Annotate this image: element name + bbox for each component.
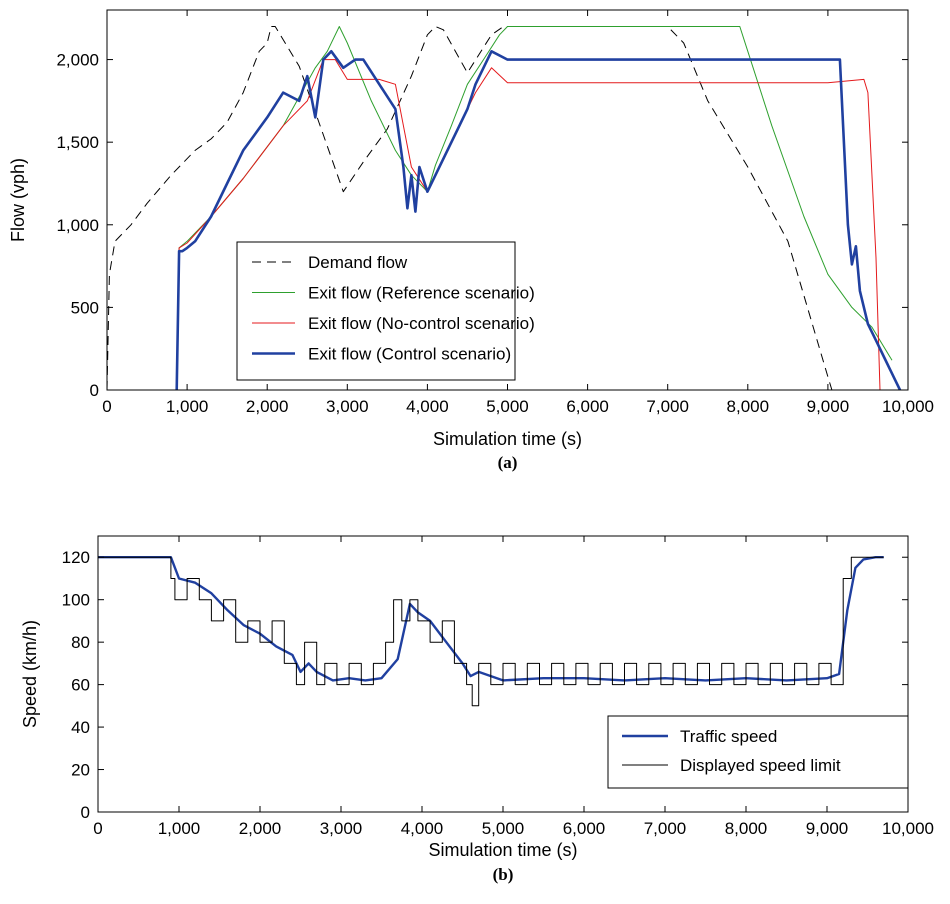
y-tick-label: 80	[71, 633, 90, 652]
x-tick-label: 3,000	[326, 397, 369, 416]
legend-entry-label: Displayed speed limit	[680, 756, 841, 775]
y-tick-label: 2,000	[56, 51, 99, 70]
x-tick-label: 8,000	[727, 397, 770, 416]
y-tick-label: 120	[62, 548, 90, 567]
series-line-a-1	[176, 26, 893, 390]
panel-caption: (b)	[493, 865, 514, 884]
x-tick-label: 9,000	[806, 819, 849, 838]
x-tick-label: 9,000	[807, 397, 850, 416]
x-tick-label: 6,000	[566, 397, 609, 416]
x-tick-label: 3,000	[320, 819, 363, 838]
series-group-b	[98, 556, 884, 707]
x-tick-label: 5,000	[482, 819, 525, 838]
x-tick-label: 0	[102, 397, 111, 416]
series-line-a-3	[175, 50, 902, 390]
legend-box	[607, 715, 909, 789]
y-tick-label: 0	[90, 381, 99, 400]
y-tick-label: 1,500	[56, 133, 99, 152]
y-tick-label: 500	[71, 298, 99, 317]
x-tick-label: 6,000	[563, 819, 606, 838]
panel-caption: (a)	[498, 453, 518, 472]
y-axis-label: Flow (vph)	[8, 158, 28, 242]
series-line-b-1	[98, 556, 884, 707]
x-tick-label: 7,000	[644, 819, 687, 838]
legend-entry-label: Exit flow (No-control scenario)	[308, 314, 535, 333]
y-tick-label: 20	[71, 761, 90, 780]
x-axis-label: Simulation time (s)	[428, 840, 577, 860]
legend-box	[236, 241, 516, 381]
y-axis-label: Speed (km/h)	[20, 620, 40, 728]
x-tick-label: 10,000	[882, 397, 934, 416]
x-tick-label: 1,000	[158, 819, 201, 838]
x-tick-label: 2,000	[239, 819, 282, 838]
chart-panel-b: 0 1,000 2,000 3,000 4,000 5,000 6,000 7,000 8,00…	[20, 535, 934, 884]
legend-entry-label: Demand flow	[308, 253, 408, 272]
y-tick-label: 40	[71, 718, 90, 737]
series-group-a	[107, 26, 902, 390]
y-tick-label: 60	[71, 676, 90, 695]
y-tick-label: 0	[81, 803, 90, 822]
legend-b: Traffic speed Displayed speed limit	[607, 715, 909, 789]
legend-a: Demand flow Exit flow (Reference scenario…	[236, 241, 535, 381]
x-tick-label: 4,000	[401, 819, 444, 838]
chart-panel-a: 0 1,000 2,000 3,000 4,000 5,000 6,000 7,000 8,00…	[8, 9, 934, 472]
x-axis-label: Simulation time (s)	[433, 429, 582, 449]
x-tick-label: 4,000	[406, 397, 449, 416]
y-tick-label: 1,000	[56, 216, 99, 235]
legend-entry-label: Exit flow (Control scenario)	[308, 345, 511, 364]
x-tick-label: 7,000	[646, 397, 689, 416]
x-tick-label: 8,000	[725, 819, 768, 838]
x-tick-label: 1,000	[166, 397, 209, 416]
legend-entry-label: Traffic speed	[680, 727, 777, 746]
y-tick-label: 100	[62, 591, 90, 610]
legend-entry-label: Exit flow (Reference scenario)	[308, 284, 535, 303]
x-tick-label: 10,000	[882, 819, 934, 838]
x-tick-label: 5,000	[486, 397, 529, 416]
x-tick-label: 2,000	[246, 397, 289, 416]
x-tick-label: 0	[93, 819, 102, 838]
